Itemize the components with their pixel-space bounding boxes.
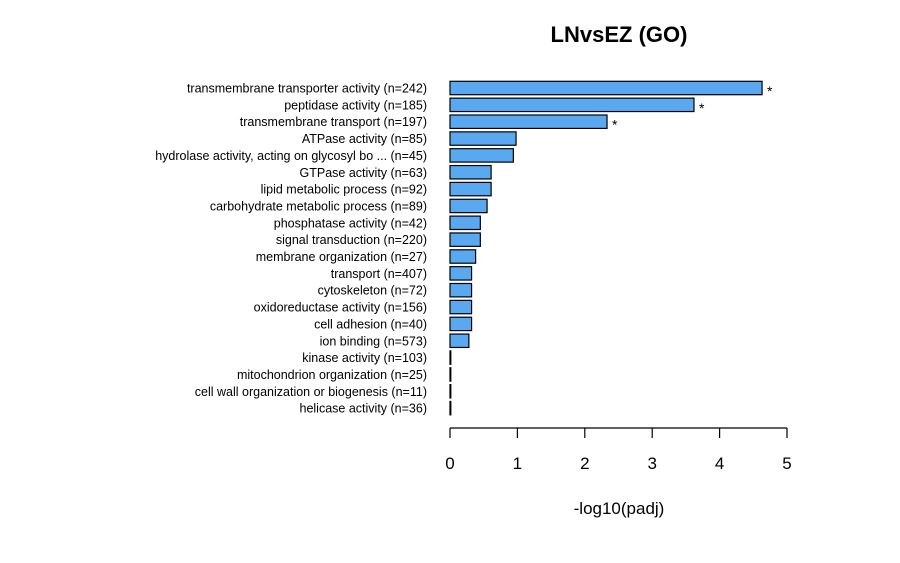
- x-axis-label: -log10(padj): [574, 499, 665, 518]
- category-label: ion binding (n=573): [320, 334, 427, 348]
- category-label: hydrolase activity, acting on glycosyl b…: [155, 149, 427, 163]
- bar: [449, 249, 477, 264]
- category-label: signal transduction (n=220): [276, 233, 427, 247]
- x-tick-label: 5: [782, 454, 791, 473]
- bar: [449, 215, 481, 231]
- x-tick-label: 2: [580, 454, 589, 473]
- bars: [449, 80, 763, 416]
- category-label: GTPase activity (n=63): [300, 166, 427, 180]
- category-label: cell adhesion (n=40): [314, 317, 427, 331]
- x-tick-label: 3: [647, 454, 656, 473]
- category-label: transport (n=407): [331, 267, 427, 281]
- x-tick-label: 1: [513, 454, 522, 473]
- bar: [449, 164, 492, 180]
- bar: [449, 114, 608, 129]
- x-tick-label: 0: [445, 454, 454, 473]
- category-label: kinase activity (n=103): [302, 351, 427, 365]
- significance-marker: *: [612, 117, 618, 133]
- bar: [449, 384, 452, 399]
- significance-marker: *: [699, 100, 705, 116]
- bar: [449, 97, 695, 113]
- category-label: helicase activity (n=36): [300, 402, 428, 416]
- x-axis: 0 1 2 3 4 5: [445, 427, 792, 473]
- bar: [449, 232, 481, 247]
- category-label: cell wall organization or biogenesis (n=…: [195, 385, 427, 399]
- category-label: carbohydrate metabolic process (n=89): [210, 199, 427, 213]
- bar: [449, 299, 473, 315]
- category-label: transmembrane transporter activity (n=24…: [187, 82, 427, 96]
- chart-title: LNvsEZ (GO): [551, 22, 688, 47]
- bar: [449, 131, 517, 146]
- bar: [449, 80, 763, 96]
- category-label: lipid metabolic process (n=92): [261, 183, 427, 197]
- category-label: mitochondrion organization (n=25): [237, 368, 427, 382]
- category-label: transmembrane transport (n=197): [240, 115, 427, 129]
- category-label: ATPase activity (n=85): [302, 132, 427, 146]
- bar: [449, 367, 452, 382]
- category-labels: transmembrane transporter activity (n=24…: [155, 82, 427, 416]
- bar: [449, 198, 488, 214]
- category-label: phosphatase activity (n=42): [274, 216, 427, 230]
- bar: [449, 400, 452, 416]
- category-label: peptidase activity (n=185): [284, 98, 427, 112]
- category-label: oxidoreductase activity (n=156): [254, 301, 427, 315]
- significance-marker: *: [767, 83, 773, 99]
- bar: [449, 316, 473, 332]
- bar: [449, 333, 470, 349]
- bar: [449, 181, 492, 197]
- bar: [449, 350, 452, 365]
- significance-markers: * * *: [612, 83, 773, 133]
- category-label: cytoskeleton (n=72): [318, 284, 427, 298]
- bar: [449, 266, 473, 281]
- bar: [449, 282, 473, 298]
- category-label: membrane organization (n=27): [256, 250, 427, 264]
- bar: [449, 148, 514, 163]
- x-tick-label: 4: [715, 454, 724, 473]
